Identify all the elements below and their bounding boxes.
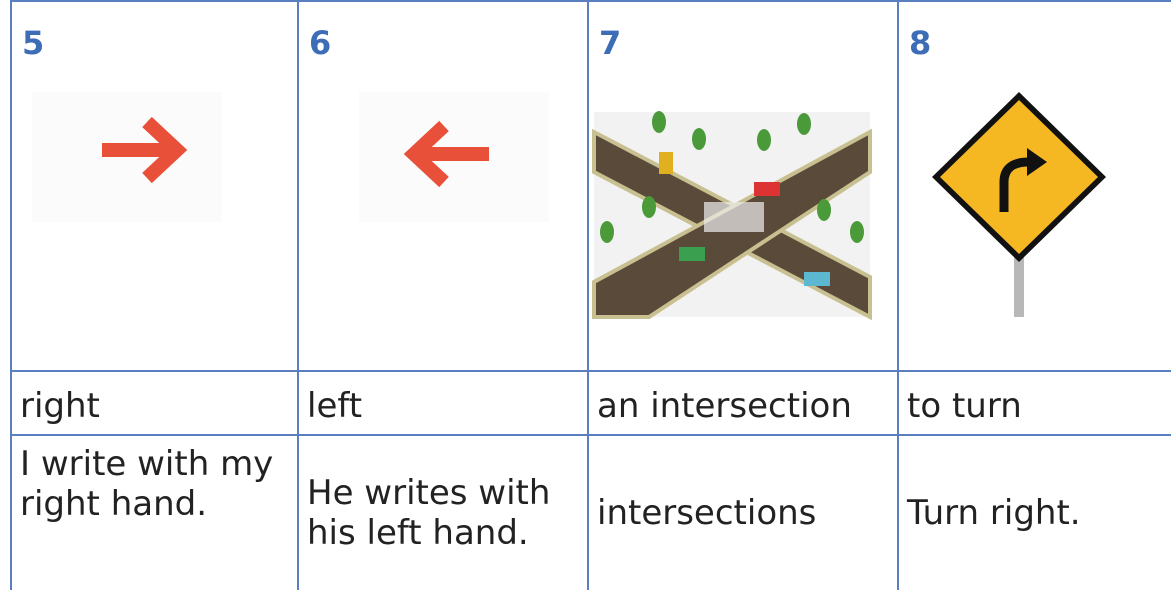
item-number: 8 bbox=[909, 24, 932, 62]
image-cell: 7 bbox=[587, 0, 897, 370]
sentence-cell: Turn right. bbox=[897, 434, 1171, 590]
image-cell: 5 bbox=[10, 0, 297, 370]
turn-sign-image bbox=[932, 92, 1106, 317]
right-arrow-image bbox=[32, 92, 222, 222]
sentence-cell: intersections bbox=[587, 434, 897, 590]
image-cell: 8 bbox=[897, 0, 1171, 370]
item-number: 7 bbox=[599, 24, 622, 62]
vocab-table: 5 6 7 bbox=[10, 0, 1171, 590]
word-cell: to turn bbox=[897, 370, 1171, 440]
word-cell: an intersection bbox=[587, 370, 897, 440]
item-number: 5 bbox=[22, 24, 45, 62]
sentence-cell: He writes with his left hand. bbox=[297, 434, 587, 590]
intersection-image bbox=[592, 111, 872, 321]
word-cell: right bbox=[10, 370, 297, 440]
sentence-cell: I write with my right hand. bbox=[10, 434, 297, 590]
page: 5 6 7 bbox=[10, 0, 1171, 590]
word-cell: left bbox=[297, 370, 587, 440]
image-cell: 6 bbox=[297, 0, 587, 370]
left-arrow-image bbox=[359, 92, 549, 222]
item-number: 6 bbox=[309, 24, 332, 62]
